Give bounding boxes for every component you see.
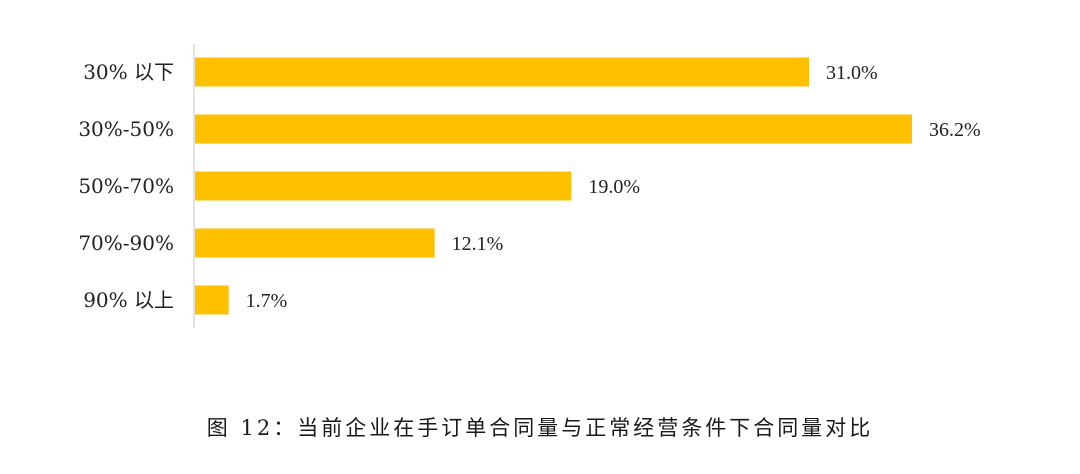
bars-group	[195, 57, 912, 315]
category-label-4: 70%-90%	[78, 231, 174, 255]
category-label-1: 30% 以下	[83, 60, 174, 84]
value-label-2: 36.2%	[929, 119, 981, 141]
bar-3	[195, 171, 572, 201]
value-label-3: 19.0%	[588, 176, 640, 198]
category-label-5: 90% 以上	[83, 288, 174, 312]
figure-caption: 图 12：当前企业在手订单合同量与正常经营条件下合同量对比	[206, 416, 874, 440]
bar-4	[195, 228, 435, 258]
bar-1	[195, 57, 810, 87]
category-label-2: 30%-50%	[78, 117, 174, 141]
bar-2	[195, 114, 912, 144]
value-label-1: 31.0%	[826, 62, 878, 84]
value-labels: 31.0% 36.2% 19.0% 12.1% 1.7%	[246, 62, 981, 312]
category-labels: 30% 以下 30%-50% 50%-70% 70%-90% 90% 以上	[78, 60, 174, 312]
category-label-3: 50%-70%	[78, 174, 174, 198]
value-label-4: 12.1%	[452, 233, 504, 255]
value-label-5: 1.7%	[246, 290, 288, 312]
bar-5	[195, 285, 229, 315]
